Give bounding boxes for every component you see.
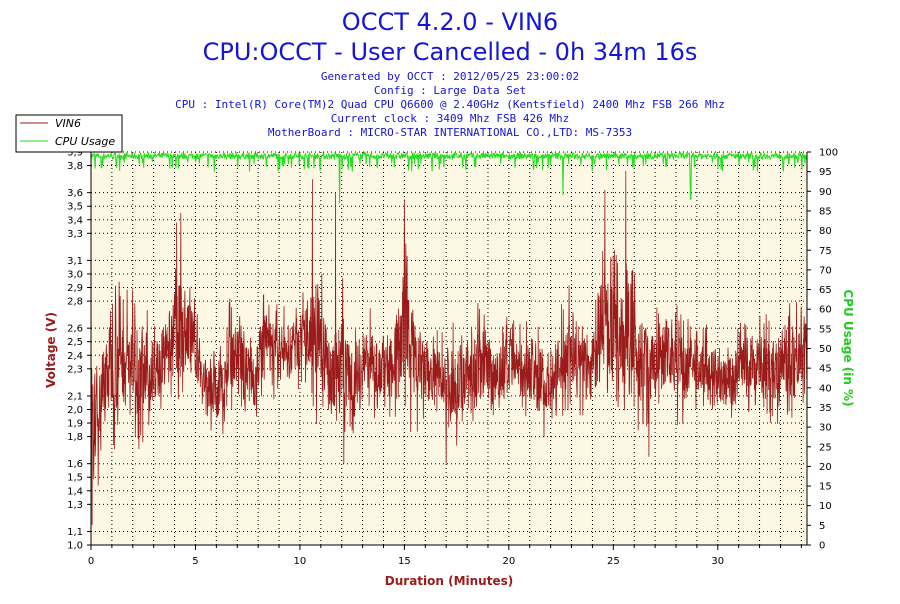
chart-title: OCCT 4.2.0 - VIN6 <box>342 8 558 36</box>
x-tick-label: 30 <box>711 556 724 567</box>
legend-box <box>15 114 123 153</box>
vin6-series <box>90 170 808 532</box>
info-line-clock: Current clock : 3409 Mhz FSB 426 Mhz <box>331 112 569 125</box>
y-tick-label: 1,0 <box>67 541 83 552</box>
cpu-usage-series <box>90 151 808 204</box>
y2-tick-label: 95 <box>819 167 832 178</box>
y-tick-label: 1,6 <box>67 459 83 470</box>
y-tick-label: 1,9 <box>67 419 83 430</box>
y2-tick-label: 45 <box>819 364 832 375</box>
info-line-cpu: CPU : Intel(R) Core(TM)2 Quad CPU Q6600 … <box>175 98 725 111</box>
y-tick-label: 2,5 <box>67 337 83 348</box>
y-tick-label: 1,5 <box>67 473 83 484</box>
y-tick-label: 3,9 <box>67 148 83 159</box>
info-line-config: Config : Large Data Set <box>374 84 526 97</box>
y-tick-label: 3,4 <box>67 215 83 226</box>
y2-tick-label: 70 <box>819 265 832 276</box>
x-axis-title: Duration (Minutes) <box>385 574 513 588</box>
y-tick-label: 2,9 <box>67 283 83 294</box>
chart-subtitle: CPU:OCCT - User Cancelled - 0h 34m 16s <box>203 38 698 66</box>
y-tick-label: 3,3 <box>67 229 83 240</box>
y2-tick-label: 20 <box>819 462 832 473</box>
y2-tick-label: 10 <box>819 501 832 512</box>
y-tick-label: 1,4 <box>67 486 83 497</box>
y2-tick-label: 15 <box>819 482 832 493</box>
y-tick-label: 2,1 <box>67 391 83 402</box>
y-axis-ticks: 1,0 1,1 1,3 1,4 1,5 1,6 1,8 1,9 2,0 2,1 2,3 2,4 2,5 2… <box>67 148 91 552</box>
y2-tick-label: 40 <box>819 383 832 394</box>
vin6-line <box>90 170 808 532</box>
y2-tick-label: 55 <box>819 324 832 335</box>
y-tick-label: 3,5 <box>67 202 83 213</box>
y-tick-label: 1,3 <box>67 500 83 511</box>
info-line-motherboard: MotherBoard : MICRO-STAR INTERNATIONAL C… <box>268 126 632 139</box>
y2-tick-label: 100 <box>819 148 838 159</box>
x-tick-label: 0 <box>88 556 94 567</box>
y-axis-title: Voltage (V) <box>44 312 58 388</box>
legend-label-cpu-usage: CPU Usage <box>55 135 115 148</box>
x-tick-label: 10 <box>294 556 307 567</box>
y2-axis-title: CPU Usage (in %) <box>841 289 855 406</box>
y2-tick-label: 50 <box>819 344 832 355</box>
y2-tick-label: 0 <box>819 541 825 552</box>
y2-tick-label: 5 <box>819 521 825 532</box>
x-tick-label: 15 <box>398 556 411 567</box>
y2-tick-label: 60 <box>819 305 832 316</box>
y-tick-label: 3,0 <box>67 269 83 280</box>
y-tick-label: 2,0 <box>67 405 83 416</box>
y2-tick-label: 85 <box>819 206 832 217</box>
y-tick-label: 2,4 <box>67 351 83 362</box>
y-tick-label: 1,1 <box>67 527 83 538</box>
cpu-usage-line <box>90 151 808 204</box>
y2-axis-ticks: 0 5 10 15 20 25 30 35 40 45 50 55 60 65 70 75 80 85 90 95 10… <box>807 148 838 552</box>
y-tick-label: 2,3 <box>67 364 83 375</box>
y2-tick-label: 30 <box>819 423 832 434</box>
y2-tick-label: 35 <box>819 403 832 414</box>
y-tick-label: 3,8 <box>67 161 83 172</box>
x-tick-label: 20 <box>502 556 515 567</box>
y-tick-label: 2,6 <box>67 324 83 335</box>
y2-tick-label: 75 <box>819 246 832 257</box>
x-tick-label: 5 <box>192 556 198 567</box>
legend: VIN6 CPU Usage <box>15 114 123 153</box>
y2-tick-label: 90 <box>819 187 832 198</box>
y-tick-label: 3,6 <box>67 188 83 199</box>
y-tick-label: 1,8 <box>67 432 83 443</box>
plot-area <box>91 152 807 545</box>
y-tick-label: 3,1 <box>67 256 83 267</box>
y2-tick-label: 65 <box>819 285 832 296</box>
legend-label-vin6: VIN6 <box>55 117 81 130</box>
info-line-generated: Generated by OCCT : 2012/05/25 23:00:02 <box>321 70 579 83</box>
y-tick-label: 2,8 <box>67 297 83 308</box>
x-tick-label: 25 <box>607 556 620 567</box>
y2-tick-label: 80 <box>819 226 832 237</box>
x-axis-ticks: 0 5 10 15 20 25 30 <box>88 545 802 567</box>
y2-tick-label: 25 <box>819 442 832 453</box>
